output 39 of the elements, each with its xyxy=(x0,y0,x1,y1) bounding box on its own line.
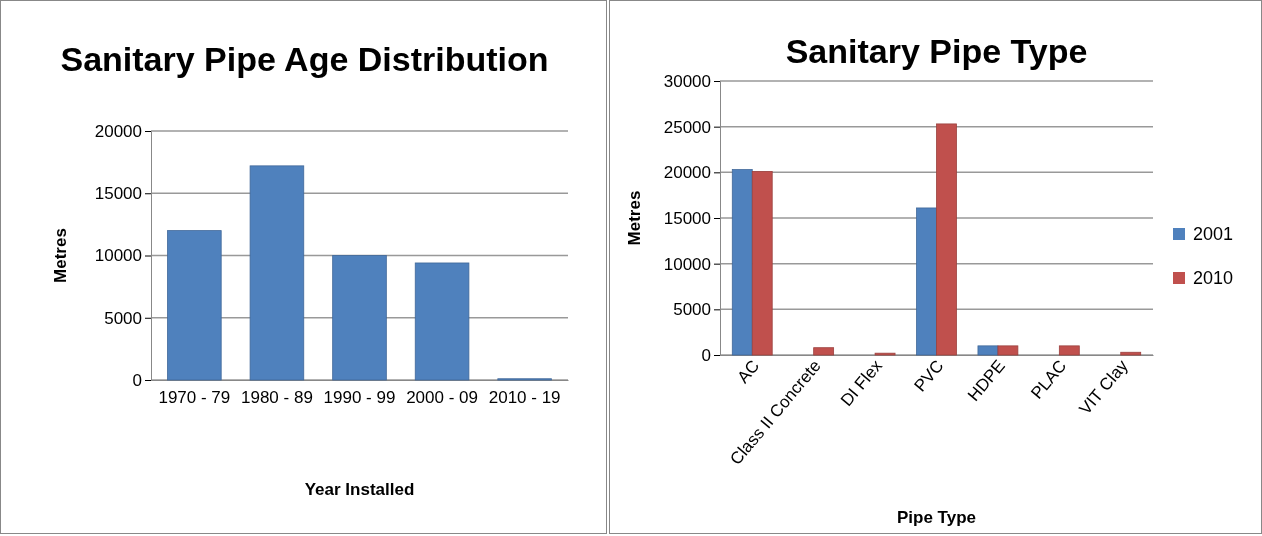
y-tick-label: 15000 xyxy=(94,184,142,204)
y-tick-label: 15000 xyxy=(663,208,711,228)
bar xyxy=(332,255,387,381)
x-tick-label: 1980 - 89 xyxy=(241,388,313,408)
legend-label: 2001 xyxy=(1193,224,1234,244)
bar xyxy=(813,347,835,356)
x-tick-label: 2000 - 09 xyxy=(406,388,478,408)
bar xyxy=(167,230,222,381)
bar xyxy=(249,165,305,381)
y-tick-label: 0 xyxy=(132,370,142,390)
bar xyxy=(1120,351,1142,356)
chart-title: Sanitary Pipe Age Distribution xyxy=(60,40,549,78)
y-tick-label: 25000 xyxy=(663,117,711,137)
y-tick-label: 5000 xyxy=(673,300,711,320)
bar xyxy=(1058,345,1080,356)
y-tick-label: 0 xyxy=(701,345,711,365)
x-tick-label: 1990 - 99 xyxy=(323,388,396,408)
x-axis-title: Year Installed xyxy=(304,480,415,499)
bar xyxy=(731,169,753,356)
bar xyxy=(751,171,773,356)
y-tick-label: 10000 xyxy=(94,246,142,266)
bar xyxy=(997,345,1019,356)
y-axis-title: Metres xyxy=(625,190,644,246)
x-axis-title: Pipe Type xyxy=(896,508,977,527)
y-axis-title: Metres xyxy=(51,228,70,283)
y-tick-label: 30000 xyxy=(663,71,711,91)
bar xyxy=(936,123,957,356)
bar xyxy=(916,207,937,356)
y-tick-label: 20000 xyxy=(94,121,142,141)
x-tick-label: AC xyxy=(733,356,764,387)
x-tick-label: 2010 - 19 xyxy=(488,388,561,408)
legend-label: 2010 xyxy=(1193,268,1234,288)
y-tick-label: 20000 xyxy=(663,163,711,183)
y-tick-label: 10000 xyxy=(663,254,711,274)
y-tick-label: 5000 xyxy=(104,308,142,328)
bar xyxy=(977,345,999,356)
x-tick-label: 1970 - 79 xyxy=(158,388,231,408)
bar xyxy=(414,262,470,381)
chart-title: Sanitary Pipe Type xyxy=(785,32,1088,70)
